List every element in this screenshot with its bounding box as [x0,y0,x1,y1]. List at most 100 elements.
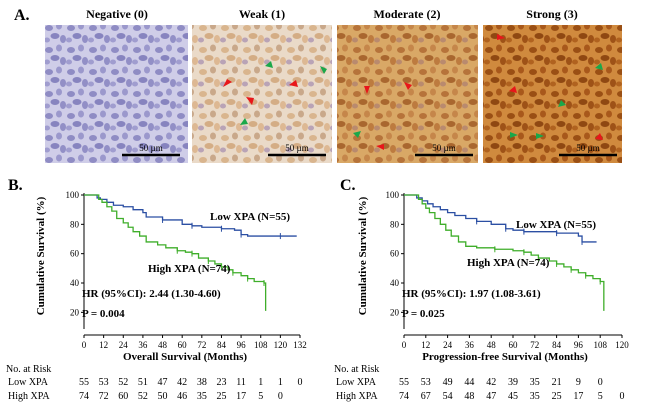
risk-table-values: 55 53 52 51 47 42 38 23 11 1 1 074 72 60 52 50 46 35 25 17 5… [79,377,303,402]
series-low-xpa [84,194,297,237]
risk-value: 46 [177,391,187,402]
ihc-image-negative: Negative (0) 50 µm [45,7,188,163]
risk-value: 53 [421,377,431,388]
risk-value: 50 [158,391,168,402]
arrow-markers [223,61,327,125]
arrow-markers [497,34,603,140]
x-tick-label: 120 [615,340,629,350]
risk-value: 42 [486,377,496,388]
legend-low-xpa: Low XPA (N=55) [210,211,290,223]
x-tick-label: 108 [254,340,268,350]
x-tick-label: 84 [552,340,562,350]
axes: 20 40 60 80 100 0 12 24 36 48 60 72 84 96 108 120 [386,190,630,350]
risk-value: 5 [598,391,603,402]
x-tick-label: 48 [487,340,497,350]
x-tick-label: 0 [82,340,87,350]
risk-value: 47 [486,391,496,402]
x-tick-label: 84 [217,340,227,350]
x-tick-label: 24 [119,340,129,350]
series-high-xpa [404,194,605,311]
risk-value: 25 [216,391,226,402]
risk-value: 74 [79,391,89,402]
panel-c-letter: C. [340,177,356,194]
x-tick-label: 12 [421,340,430,350]
risk-value: 0 [598,377,603,388]
risk-value: 11 [236,377,246,388]
p-value: P = 0.025 [402,308,445,320]
ihc-title-strong: Strong (3) [526,7,577,21]
x-tick-label: 96 [237,340,247,350]
risk-row-label: Low XPA [336,377,377,388]
risk-row-label: Low XPA [8,377,49,388]
risk-value: 47 [158,377,168,388]
y-tick-label: 40 [390,278,400,288]
risk-value: 74 [399,391,409,402]
x-tick-label: 120 [274,340,288,350]
risk-value: 48 [464,391,474,402]
risk-value: 38 [197,377,207,388]
x-axis-label: Overall Survival (Months) [123,351,247,363]
series-lines [404,194,605,311]
risk-value: 67 [421,391,431,402]
risk-table-title: No. at Risk [6,364,51,375]
x-tick-label: 48 [158,340,168,350]
scale-label: 50 µm [285,143,308,153]
x-tick-label: 72 [530,340,539,350]
x-tick-label: 108 [593,340,607,350]
risk-value: 21 [552,377,562,388]
risk-value: 42 [177,377,187,388]
panel-b-letter: B. [8,177,23,194]
legend-low-xpa: Low XPA (N=55) [516,219,596,231]
panel-a-letter: A. [14,7,30,24]
risk-value: 35 [197,391,207,402]
ihc-image-moderate: Moderate (2) 50 µm [337,7,478,163]
risk-value: 23 [216,377,226,388]
x-tick-label: 60 [178,340,188,350]
risk-value: 53 [99,377,109,388]
risk-value: 1 [278,377,283,388]
risk-value: 1 [258,377,263,388]
risk-value: 72 [99,391,109,402]
legend-high-xpa: High XPA (N=74) [148,263,231,275]
x-tick-label: 12 [99,340,108,350]
y-tick-label: 80 [390,219,400,229]
hazard-ratio: HR (95%CI): 2.44 (1.30-4.60) [82,288,221,300]
ihc-title-moderate: Moderate (2) [374,7,441,21]
ihc-title-weak: Weak (1) [239,7,285,21]
axes: 20 40 60 80 100 0 12 24 36 48 60 72 84 96 108 120 132 [66,190,307,350]
x-tick-label: 36 [465,340,475,350]
x-axis-label: Progression-free Survival (Months) [422,351,588,363]
risk-value: 35 [530,391,540,402]
risk-value: 52 [118,377,128,388]
y-tick-label: 20 [390,307,400,317]
risk-value: 39 [508,377,518,388]
x-tick-label: 132 [293,340,307,350]
risk-value: 45 [508,391,518,402]
ihc-image-strong: Strong (3) 50 µm [483,7,622,163]
risk-value: 0 [278,391,283,402]
risk-value: 0 [298,377,303,388]
y-tick-label: 60 [70,249,80,259]
y-tick-label: 80 [70,219,80,229]
risk-value: 35 [530,377,540,388]
risk-value: 55 [399,377,409,388]
risk-value: 9 [576,377,581,388]
risk-value: 60 [118,391,128,402]
risk-value: 44 [464,377,474,388]
risk-value: 5 [258,391,263,402]
risk-value: 0 [620,391,625,402]
y-axis-label: Cumulative Survival (%) [357,196,369,315]
y-tick-label: 100 [66,190,80,200]
risk-value: 17 [236,391,246,402]
y-tick-label: 40 [70,278,80,288]
arrow-markers [353,82,412,150]
scale-label: 50 µm [432,143,455,153]
series-lines [84,194,297,311]
legend-high-xpa: High XPA (N=74) [467,257,550,269]
risk-value: 54 [443,391,453,402]
risk-value: 51 [138,377,148,388]
scale-label: 50 µm [139,143,162,153]
x-tick-label: 96 [574,340,584,350]
